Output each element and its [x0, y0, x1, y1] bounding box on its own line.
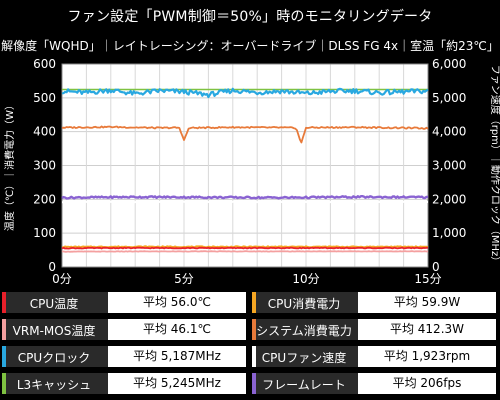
legend-swatch [252, 346, 256, 367]
legend-series-name: VRM-MOS温度 [12, 324, 96, 338]
series-line-2 [61, 125, 429, 144]
legend-swatch [252, 373, 256, 394]
y-tick-label-right: 1,000 [432, 226, 466, 240]
legend-item: フレームレート 平均 206fps [252, 373, 496, 394]
legend-average-value: 平均 412.3W [358, 319, 496, 340]
chart-title: ファン設定「PWM制御＝50%」時のモニタリングデータ [67, 9, 433, 25]
series-line-6 [62, 245, 429, 249]
legend-swatch [2, 346, 6, 367]
y-tick-label-left: 0 [48, 260, 56, 274]
series-line-7 [61, 246, 429, 250]
legend-swatch [252, 319, 256, 340]
legend-item: システム消費電力 平均 412.3W [252, 319, 496, 340]
plot-frame [61, 63, 429, 268]
legend-average-value: 平均 5,187MHz [108, 346, 246, 367]
y-tick-label-left: 300 [33, 159, 56, 173]
legend-swatch [2, 319, 6, 340]
series-line-5 [61, 250, 429, 253]
legend-item: L3キャッシュ 平均 5,245MHz [2, 373, 246, 394]
y-tick-label-right: 5,000 [432, 91, 466, 105]
x-tick-label: 10分 [292, 272, 319, 286]
legend-series-name: フレームレート [262, 378, 346, 392]
y-tick-label-right: 3,000 [432, 159, 466, 173]
legend-swatch [252, 292, 256, 313]
legend-item: CPUクロック 平均 5,187MHz [2, 346, 246, 367]
y-tick-label-right: 4,000 [432, 125, 466, 139]
legend-series-name: CPU温度 [29, 297, 79, 311]
x-tick-label: 15分 [414, 272, 441, 286]
y-tick-label-left: 100 [33, 226, 56, 240]
legend-series-name: L3キャッシュ [16, 378, 92, 392]
legend-series-name: システム消費電力 [256, 324, 352, 338]
legend-series-name: CPUファン速度 [261, 351, 347, 365]
legend-average-value: 平均 1,923rpm [358, 346, 496, 367]
legend-swatch [2, 292, 6, 313]
legend-series-name: CPUクロック [17, 351, 91, 365]
legend-item: VRM-MOS温度 平均 46.1℃ [2, 319, 246, 340]
legend-series-name: CPU消費電力 [267, 297, 341, 311]
y-tick-label-left: 500 [33, 91, 56, 105]
y-tick-label-right: 2,000 [432, 192, 466, 206]
series-line-4 [62, 200, 428, 204]
x-tick-label: 0分 [52, 272, 72, 286]
x-tick-label: 5分 [174, 272, 194, 286]
y-tick-label-left: 400 [33, 125, 56, 139]
chart-subtitle: 解像度「WQHD」｜レイトレーシング：オーバードライブ｜DLSS FG 4x｜室… [1, 39, 499, 53]
legend-row: CPU温度 平均 56.0℃ CPU消費電力 平均 59.9W [2, 292, 498, 313]
legend-average-value: 平均 56.0℃ [108, 292, 246, 313]
legend-row: VRM-MOS温度 平均 46.1℃ システム消費電力 平均 412.3W [2, 319, 498, 340]
legend-item: CPU温度 平均 56.0℃ [2, 292, 246, 313]
y-tick-label-left: 600 [33, 57, 56, 71]
legend-row: L3キャッシュ 平均 5,245MHz フレームレート 平均 206fps [2, 373, 498, 394]
series-line-3 [61, 194, 429, 200]
legend-item: CPUファン速度 平均 1,923rpm [252, 346, 496, 367]
legend-average-value: 平均 46.1℃ [108, 319, 246, 340]
y-axis-title-right: ファン速度（rpm）｜動作クロック（MHz） [489, 65, 500, 267]
series-line-1 [61, 87, 429, 99]
y-tick-label-right: 0 [432, 260, 440, 274]
legend-average-value: 平均 206fps [358, 373, 496, 394]
legend-item: CPU消費電力 平均 59.9W [252, 292, 496, 313]
y-tick-label-left: 200 [33, 192, 56, 206]
legend-average-value: 平均 5,245MHz [108, 373, 246, 394]
chart-plot: 0 100 200 300 400 500 600 0 1,000 2,000 3,000 4,000… [3, 57, 500, 286]
y-axis-title-left: 温度（℃）｜消費電力（W） [3, 100, 16, 231]
y-tick-label-right: 6,000 [432, 57, 466, 71]
legend-row: CPUクロック 平均 5,187MHz CPUファン速度 平均 1,923rpm [2, 346, 498, 367]
legend-average-value: 平均 59.9W [358, 292, 496, 313]
legend-swatch [2, 373, 6, 394]
